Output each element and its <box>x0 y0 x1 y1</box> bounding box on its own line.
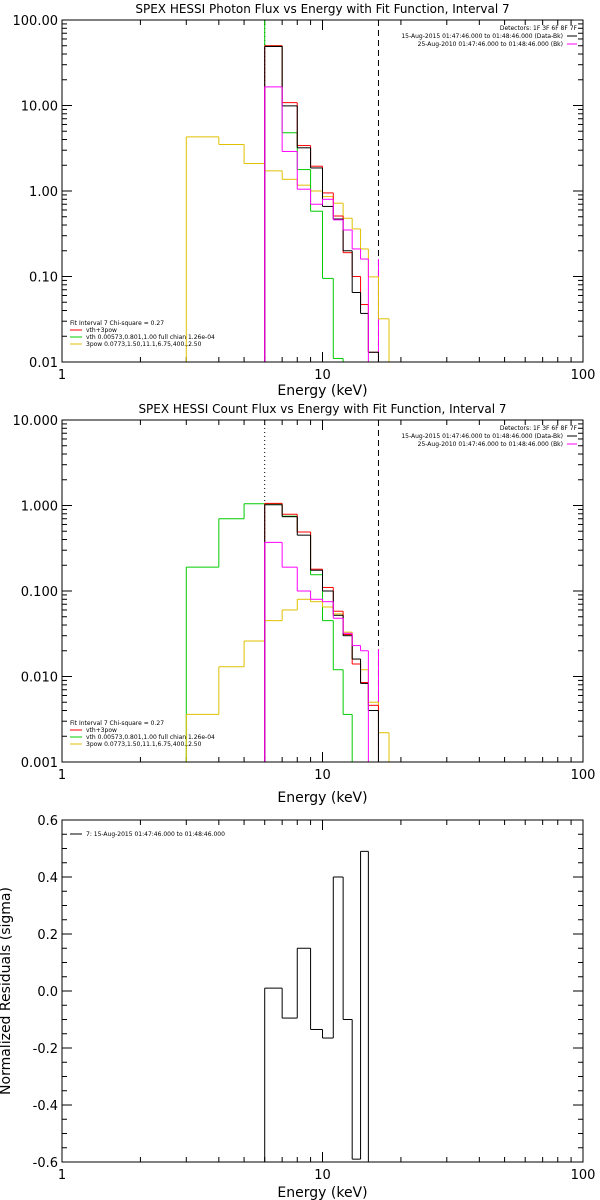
photon-time-label: 15-Aug-2015 01:47:46.000 to 01:48:46.000… <box>401 33 563 40</box>
residuals-y-tick-label: 0.4 <box>37 871 58 886</box>
photon-x-tick-label: 10 <box>314 368 331 383</box>
count-y-tick-label: 0.010 <box>21 671 58 686</box>
residuals-x-tick-label: 10 <box>314 1168 331 1183</box>
count-plot-area <box>62 502 390 762</box>
photon-x-axis-label: Energy (keV) <box>277 383 367 399</box>
residuals-y-tick-label: -0.6 <box>33 1156 58 1171</box>
count-detectors-label: Detectors: 1F 3F 6F 8F 7F <box>500 425 578 432</box>
residuals-y-tick-label: -0.4 <box>33 1099 58 1114</box>
residuals-y-tick-label: 0.6 <box>37 814 58 829</box>
photon-chart: SPEX HESSI Photon Flux vs Energy with Fi… <box>13 2 596 399</box>
photon-time-label: 25-Aug-2010 01:47:46.000 to 01:48:46.000… <box>418 41 563 48</box>
residuals-y-tick-label: -0.2 <box>33 1042 58 1057</box>
photon-detectors-label: Detectors: 1F 3F 6F 8F 7F <box>500 25 578 32</box>
photon-y-tick-label: 0.10 <box>29 271 58 286</box>
photon-legend-entry: vth 0.00573,0.801,1.00 full chian 1.26e-… <box>86 334 215 341</box>
count-title: SPEX HESSI Count Flux vs Energy with Fit… <box>138 402 506 416</box>
photon-x-tick-label: 1 <box>58 368 66 383</box>
photon-y-tick-label: 10.00 <box>21 100 58 115</box>
count-legend-entry: vth 0.00573,0.801,1.00 full chian 1.26e-… <box>86 734 215 741</box>
residuals-x-tick-label: 1 <box>58 1168 66 1183</box>
photon-y-tick-label: 100.00 <box>13 14 59 29</box>
photon-x-tick-label: 100 <box>571 368 596 383</box>
photon-title: SPEX HESSI Photon Flux vs Energy with Fi… <box>135 2 509 16</box>
count-time-label: 25-Aug-2010 01:47:46.000 to 01:48:46.000… <box>418 441 563 448</box>
photon-legend-entry: vth+3pow <box>86 327 117 334</box>
residuals-chart: Energy (keV) Normalized Residuals (sigma)… <box>0 814 595 1200</box>
residuals-plot-frame <box>61 819 584 1163</box>
residuals-y-tick-label: 0.2 <box>37 928 58 943</box>
residuals-y-tick-label: 0.0 <box>37 985 58 1000</box>
count-x-tick-label: 1 <box>58 768 66 783</box>
count-x-tick-label: 100 <box>571 768 596 783</box>
count-plot-frame <box>61 419 584 763</box>
count-legend-entry: 3pow 0.0773,1.50,11.1,6.75,400.,2.50 <box>86 741 202 748</box>
count-chart: SPEX HESSI Count Flux vs Energy with Fit… <box>13 402 596 806</box>
count-time-label: 15-Aug-2015 01:47:46.000 to 01:48:46.000… <box>401 433 563 440</box>
count-x-axis-label: Energy (keV) <box>277 790 367 806</box>
photon-legend-entry: 3pow 0.0773,1.50,11.1,6.75,400.,2.50 <box>86 341 202 348</box>
photon-fit-header: Fit Interval 7 Chi-square = 0.27 <box>70 320 164 327</box>
residuals-y-axis-label: Normalized Residuals (sigma) <box>0 887 14 1095</box>
residuals-plot-area <box>264 850 369 1162</box>
count-y-tick-label: 1.000 <box>21 500 58 515</box>
photon-y-tick-label: 1.00 <box>29 185 58 200</box>
count-x-tick-label: 10 <box>314 768 331 783</box>
count-y-tick-label: 0.001 <box>21 756 58 771</box>
photon-y-tick-label: 0.01 <box>29 356 58 371</box>
count-legend-entry: vth+3pow <box>86 727 117 734</box>
residuals-x-tick-label: 100 <box>571 1168 596 1183</box>
count-y-tick-label: 0.100 <box>21 585 58 600</box>
count-fit-header: Fit Interval 7 Chi-square = 0.27 <box>70 720 164 727</box>
count-y-tick-label: 10.000 <box>13 414 59 429</box>
residuals-legend-entry: 7: 15-Aug-2015 01:47:46.000 to 01:48:46.… <box>86 831 225 838</box>
photon-plot-frame <box>61 19 584 363</box>
photon-plot-area <box>62 20 390 362</box>
residuals-x-axis-label: Energy (keV) <box>277 1185 367 1200</box>
